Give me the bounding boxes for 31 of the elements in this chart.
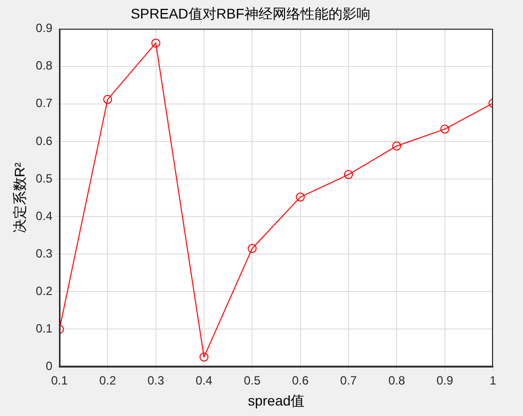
point [248, 244, 257, 253]
x-tick-label: 0.3 [147, 373, 164, 388]
x-tick-label: 0.1 [51, 373, 68, 388]
point [440, 124, 450, 134]
point [103, 94, 112, 104]
point [199, 352, 208, 362]
x-tick-label: 0.4 [196, 373, 213, 388]
x-tick-label: 0.2 [99, 373, 116, 388]
y-tick-label: 0.3 [36, 246, 53, 260]
x-axis-title: spread值 [248, 392, 305, 408]
point [151, 38, 160, 48]
y-tick-label: 0.8 [36, 58, 53, 73]
x-tick-label: 0.8 [388, 373, 406, 388]
x-tick-label: 0.7 [340, 373, 358, 388]
y-tick-label: 0.7 [36, 96, 53, 110]
point [296, 192, 305, 202]
x-tick-label: 1 [490, 373, 497, 388]
y-tick-label: 0.6 [36, 134, 53, 148]
x-tick-label: 0.9 [436, 373, 454, 388]
y-tick-label: 0.2 [36, 284, 53, 298]
y-tick-label: 0 [46, 359, 53, 374]
y-tick-label: 0.4 [36, 208, 53, 223]
y-axis-title: 决定系数R² [11, 162, 28, 234]
y-tick-label: 0.5 [36, 171, 53, 186]
point [344, 170, 353, 180]
x-tick-label: 0.6 [292, 373, 309, 388]
y-tick-label: 0.9 [36, 21, 53, 36]
chart-title: SPREAD值对RBF神经网络性能的影响 [130, 5, 370, 22]
x-tick-label: 0.5 [244, 373, 261, 388]
y-tick-label: 0.1 [36, 322, 53, 336]
point [392, 141, 402, 150]
